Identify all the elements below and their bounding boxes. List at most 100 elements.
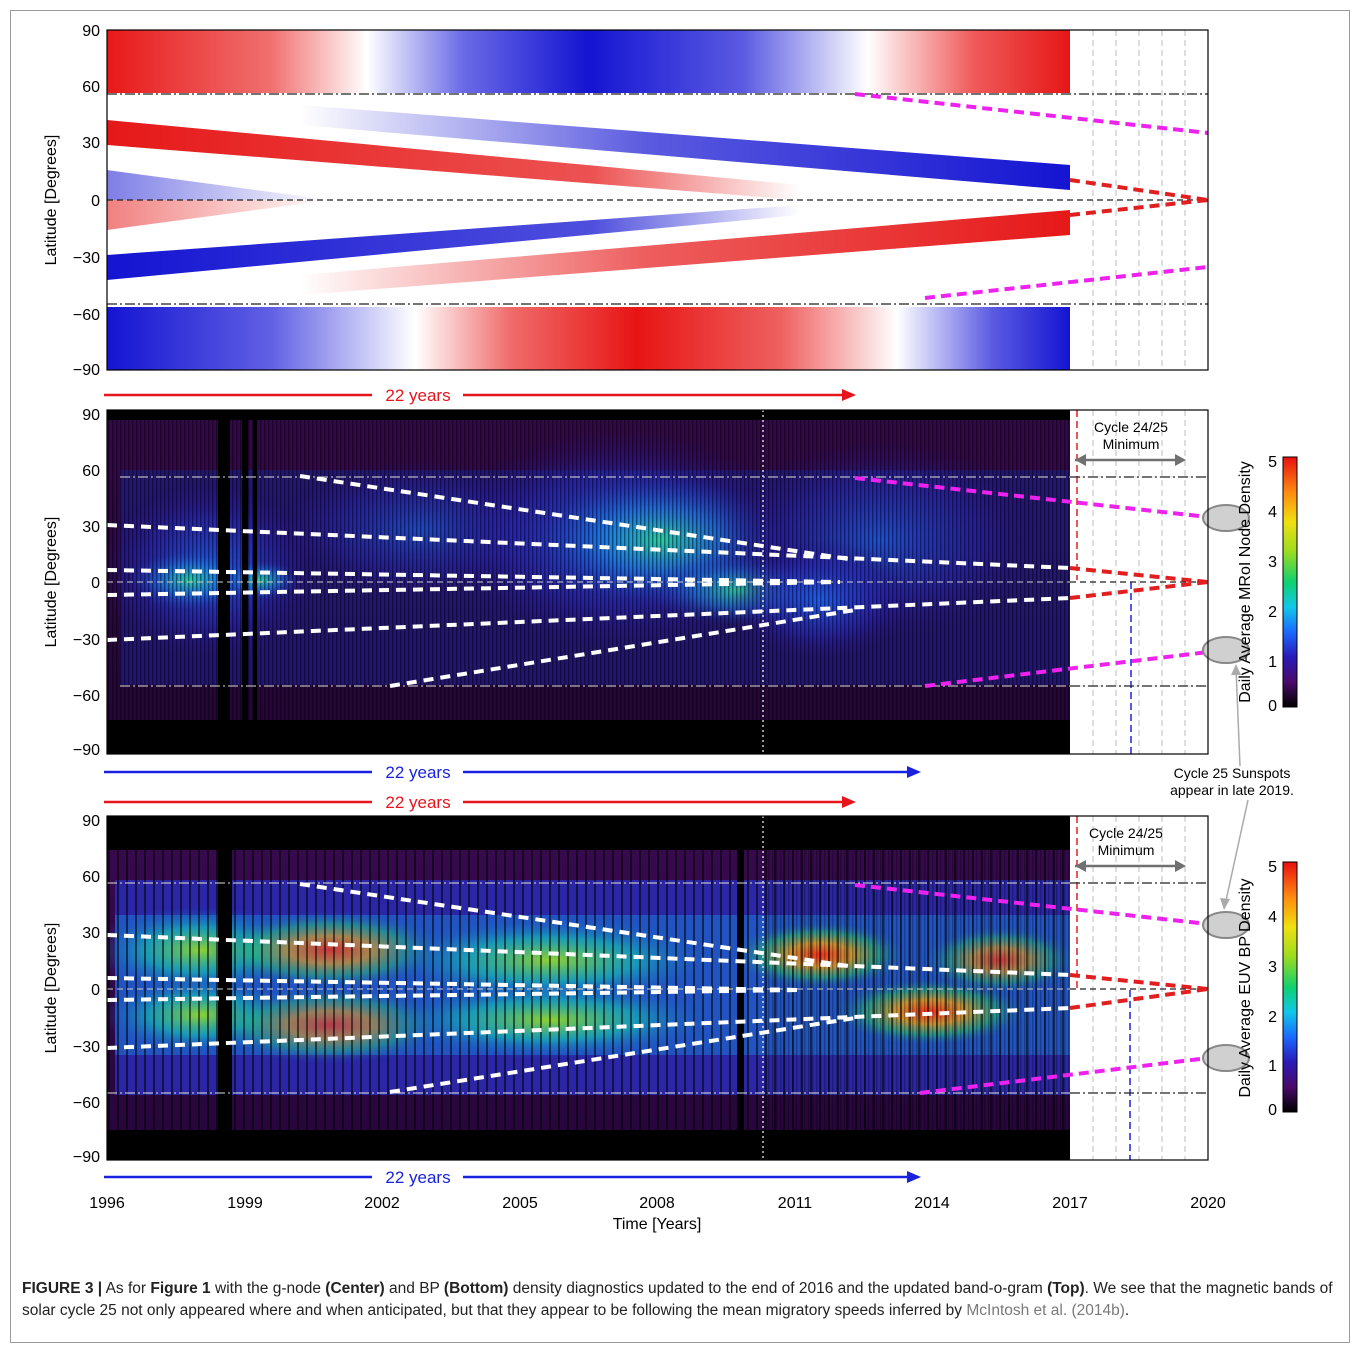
ytick: 60: [82, 463, 100, 480]
ytick: 60: [82, 79, 100, 96]
magenta-north-dash: [854, 92, 1209, 135]
ytick: −60: [73, 1095, 100, 1112]
ytick: −60: [73, 307, 100, 324]
colorbar-tick: 1: [1268, 654, 1277, 671]
arrow-label: 22 years: [385, 386, 450, 405]
ytick: 90: [82, 407, 100, 424]
arrow-22-years-1: 22 years: [104, 386, 856, 405]
caption-text: .: [1124, 1302, 1130, 1319]
arrow-label: 22 years: [385, 793, 450, 812]
arrow-22-years-2: 22 years: [104, 763, 921, 782]
colorbar-label: Daily Average EUV BP Density: [1237, 878, 1254, 1097]
arrow-label: 22 years: [385, 1168, 450, 1187]
caption-reference-link[interactable]: McIntosh et al. (2014b): [966, 1302, 1125, 1319]
ytick: 90: [82, 23, 100, 40]
minimum-label-1: Cycle 24/25: [1094, 419, 1168, 435]
figure-frame: [10, 10, 1350, 1343]
ytick: −60: [73, 688, 100, 705]
ytick: 30: [82, 925, 100, 942]
colorbar-bottom: 5 4 3 2 1 0 Daily Average EUV BP Density: [1237, 859, 1298, 1119]
colorbar-label: Daily Average MRoI Node Density: [1237, 461, 1254, 703]
ytick: −30: [73, 250, 100, 267]
colorbar-tick: 0: [1268, 698, 1277, 715]
ytick: 30: [82, 135, 100, 152]
xtick: 2014: [914, 1195, 950, 1212]
ytick: 0: [91, 982, 100, 999]
minimum-label-2: Minimum: [1103, 436, 1160, 452]
caption-text: . We see that the magnetic bands of sola…: [22, 1280, 1333, 1319]
north-polar-band: [107, 30, 1070, 93]
band-o-gram: [107, 30, 1070, 370]
arrow-label: 22 years: [385, 763, 450, 782]
red-north-dash: [1069, 178, 1209, 202]
caption-bold: (Bottom): [443, 1280, 509, 1297]
sunspot-annotation: Cycle 25 Sunspots appear in late 2019.: [1170, 664, 1294, 910]
south-blue-band: [107, 205, 800, 280]
colorbar-tick: 3: [1268, 959, 1277, 976]
x-axis-ticks: 1996 1999 2002 2005 2008 2011 2014 2017 …: [89, 1195, 1226, 1212]
mroi-heatmap: [107, 410, 1070, 754]
xtick: 2008: [639, 1195, 675, 1212]
minimum-label-1: Cycle 24/25: [1089, 825, 1163, 841]
south-polar-band: [107, 307, 1070, 370]
panel-top-frame: [106, 29, 1209, 371]
red-south-dash: [1069, 198, 1209, 217]
caption-text: As for: [102, 1280, 151, 1297]
bottom-yticks: 90 60 30 0 −30 −60 −90: [73, 813, 100, 1166]
caption-text: and BP: [384, 1280, 444, 1297]
colorbar-tick: 5: [1268, 859, 1277, 876]
colorbar-tick: 4: [1268, 909, 1277, 926]
ytick: −30: [73, 632, 100, 649]
ytick: −30: [73, 1039, 100, 1056]
colorbar-tick: 2: [1268, 604, 1277, 621]
white-band-guides: [106, 474, 1071, 688]
x-axis-label: Time [Years]: [613, 1216, 702, 1233]
annotation-line-2: appear in late 2019.: [1170, 782, 1294, 798]
sunspot-oval: [1202, 1044, 1250, 1072]
arrow-22-years-4: 22 years: [104, 1168, 921, 1187]
top-yticks: 90 60 30 0 −30 −60 −90: [73, 23, 100, 379]
panel-top: 90 60 30 0 −30 −60 −90 Latitude [Degrees…: [43, 23, 1209, 379]
colorbar-tick: 1: [1268, 1058, 1277, 1075]
sunspot-oval: [1202, 504, 1250, 532]
south-red-band: [300, 210, 1070, 295]
ytick: −90: [73, 1149, 100, 1166]
ytick: 90: [82, 813, 100, 830]
figure-svg: 90 60 30 0 −30 −60 −90 Latitude [Degrees…: [43, 23, 1298, 1233]
minimum-label-2: Minimum: [1098, 842, 1155, 858]
white-band-guides: [106, 882, 1071, 1094]
ytick: 30: [82, 519, 100, 536]
colorbar-tick: 2: [1268, 1009, 1277, 1026]
sunspot-oval: [1202, 911, 1250, 939]
colorbar-tick: 0: [1268, 1102, 1277, 1119]
panel-bottom: Cycle 24/25 Minimum 90 60 30 0 −30 −60 −…: [43, 813, 1298, 1166]
colorbar-tick: 4: [1268, 504, 1277, 521]
xtick: 2017: [1052, 1195, 1088, 1212]
north-blue-band: [300, 105, 1070, 190]
ytick: −90: [73, 742, 100, 759]
bottom-ylabel: Latitude [Degrees]: [43, 923, 60, 1054]
north-equator-band: [107, 170, 330, 200]
ytick: 0: [91, 575, 100, 592]
colorbar-center: 5 4 3 2 1 0 Daily Average MRoI Node Dens…: [1237, 454, 1298, 715]
arrow-22-years-3: 22 years: [104, 793, 856, 812]
ytick: 0: [91, 193, 100, 210]
annotation-line-1: Cycle 25 Sunspots: [1174, 765, 1291, 781]
xtick: 1999: [227, 1195, 263, 1212]
north-red-band: [107, 120, 800, 200]
center-yticks: 90 60 30 0 −30 −60 −90: [73, 407, 100, 759]
center-ylabel: Latitude [Degrees]: [43, 517, 60, 648]
caption-label: FIGURE 3 |: [22, 1280, 103, 1297]
caption-bold: Figure 1: [150, 1280, 211, 1297]
ytick: −90: [73, 362, 100, 379]
top-ylabel: Latitude [Degrees]: [43, 135, 60, 266]
sunspot-oval: [1202, 636, 1250, 664]
panel-center: Cycle 24/25 Minimum 90 60 30 0 −30 −60 −…: [43, 407, 1298, 759]
caption-bold: (Center): [325, 1280, 385, 1297]
xtick: 2011: [778, 1195, 813, 1212]
caption-bold: (Top): [1047, 1280, 1085, 1297]
xtick: 1996: [89, 1195, 125, 1212]
figure-caption: FIGURE 3 | As for Figure 1 with the g-no…: [22, 1278, 1338, 1322]
caption-text: with the g-node: [210, 1280, 326, 1297]
xtick: 2002: [364, 1195, 400, 1212]
